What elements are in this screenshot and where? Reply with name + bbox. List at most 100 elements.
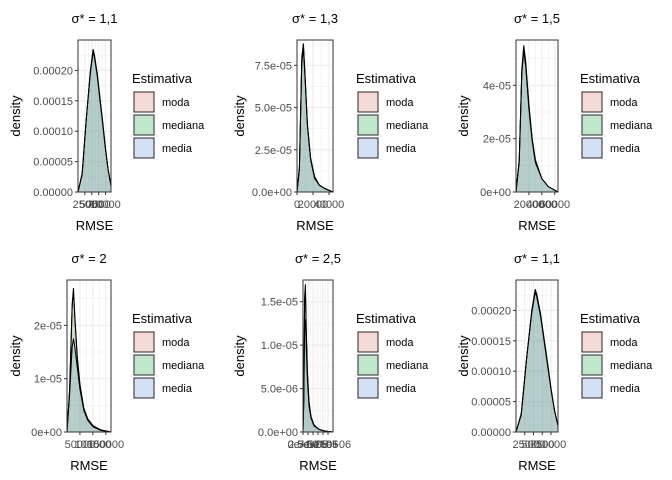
legend-key-bg (357, 331, 379, 353)
y-tick-label: 0.0e+00 (258, 427, 298, 439)
y-tick-label: 5.0e-05 (255, 103, 292, 115)
x-tick-label: 1e+06 (308, 439, 339, 451)
legend-label-mediana: mediana (610, 360, 653, 372)
panel-title: σ* = 1,1 (72, 11, 118, 26)
x-tick-label: 40000 (527, 199, 558, 211)
legend-key-bg (133, 377, 155, 399)
legend-key-moda (133, 331, 155, 353)
x-tick-label: 60000 (539, 199, 570, 211)
density-areas (303, 284, 333, 432)
legend-key-mediana (133, 354, 155, 376)
y-tick-label: 0.00010 (33, 126, 73, 138)
density-areas (67, 287, 111, 432)
panel-border (296, 39, 334, 193)
legend-label-media: media (162, 383, 193, 395)
legend-title: Estimativa (580, 311, 641, 326)
legend-key-mediana (133, 114, 155, 136)
x-axis-label: RMSE (296, 218, 334, 233)
density-media (297, 48, 333, 192)
y-axis-label: density (456, 95, 471, 137)
x-tick-label: 5000 (80, 199, 104, 211)
legend-key-media (133, 377, 155, 399)
x-tick-label: 2.5e+05 (288, 439, 328, 451)
y-tick-label: 0.00020 (471, 305, 511, 317)
density-media (303, 319, 333, 432)
legend-key-moda (133, 91, 155, 113)
legend-key-media (133, 137, 155, 159)
y-tick-label: 1.0e-05 (261, 340, 298, 352)
legend-key-bg (133, 91, 155, 113)
legend-label-moda: moda (386, 97, 414, 109)
legend-label-moda: moda (162, 337, 190, 349)
panel-title: σ* = 1,5 (514, 11, 560, 26)
legend-key-media (581, 377, 603, 399)
y-tick-label: 4e-05 (483, 80, 511, 92)
y-tick-label: 0.00005 (33, 157, 73, 169)
y-tick-label: 0.00005 (471, 397, 511, 409)
x-tick-label: 50000 (65, 439, 96, 451)
legend-key-bg (357, 354, 379, 376)
legend-key-media (581, 137, 603, 159)
legend-key-bg (581, 354, 603, 376)
legend-key-moda (581, 91, 603, 113)
legend: Estimativa moda mediana media (356, 311, 429, 399)
y-tick-label: 2e-05 (34, 320, 62, 332)
legend-key-moda (357, 331, 379, 353)
legend-key-bg (133, 331, 155, 353)
density-media (516, 50, 558, 192)
legend-key-bg (581, 114, 603, 136)
legend-label-moda: moda (610, 97, 638, 109)
legend-key-bg (581, 331, 603, 353)
density-areas (516, 45, 558, 192)
y-axis-label: density (8, 95, 23, 137)
legend-key-mediana (357, 114, 379, 136)
legend-key-bg (357, 377, 379, 399)
panel-2: σ* = 1,3 0.0e+00 2.5e-05 5.0e-05 7.5e-05 0200… (232, 11, 429, 233)
legend-key-bg (357, 91, 379, 113)
x-tick-label: 0e+00 (288, 439, 319, 451)
legend: Estimativa moda mediana media (132, 311, 205, 399)
x-tick-label: 20000 (298, 199, 329, 211)
density-media (67, 338, 111, 432)
y-tick-label: 0e+00 (480, 187, 511, 199)
legend-title: Estimativa (132, 71, 193, 86)
legend-title: Estimativa (580, 71, 641, 86)
legend-key-bg (133, 354, 155, 376)
panel-title: σ* = 1,3 (292, 11, 338, 26)
legend: Estimativa moda mediana media (580, 71, 653, 159)
y-tick-label: 2.5e-05 (255, 145, 292, 157)
y-tick-label: 5.0e-06 (261, 384, 298, 396)
legend-label-media: media (610, 383, 641, 395)
density-media (516, 290, 558, 432)
x-tick-label: 20000 (514, 199, 545, 211)
legend-key-bg (581, 377, 603, 399)
y-tick-label: 1.5e-05 (261, 297, 298, 309)
legend: Estimativa moda mediana media (356, 71, 429, 159)
legend-key-bg (357, 114, 379, 136)
y-tick-label: 2e-05 (483, 134, 511, 146)
legend-key-bg (133, 114, 155, 136)
x-tick-label: 2500 (513, 439, 537, 451)
legend-key-media (357, 137, 379, 159)
x-tick-label: 2500 (73, 199, 97, 211)
panel-border (77, 39, 112, 193)
legend-label-moda: moda (162, 97, 190, 109)
legend: Estimativa moda mediana media (132, 71, 205, 159)
y-tick-label: 0.00020 (33, 65, 73, 77)
y-tick-label: 0.00000 (33, 187, 73, 199)
x-tick-label: 40000 (314, 199, 345, 211)
y-tick-label: 7.5e-05 (255, 60, 292, 72)
legend-key-moda (581, 331, 603, 353)
y-tick-label: 0e+00 (31, 427, 62, 439)
legend-label-mediana: mediana (162, 360, 205, 372)
y-axis-label: density (8, 335, 23, 377)
legend-label-mediana: mediana (386, 360, 429, 372)
panel-border (66, 279, 112, 433)
legend-key-mediana (357, 354, 379, 376)
x-axis-label: RMSE (76, 218, 114, 233)
density-areas (516, 288, 558, 432)
legend-label-media: media (386, 383, 417, 395)
legend-label-media: media (386, 143, 417, 155)
